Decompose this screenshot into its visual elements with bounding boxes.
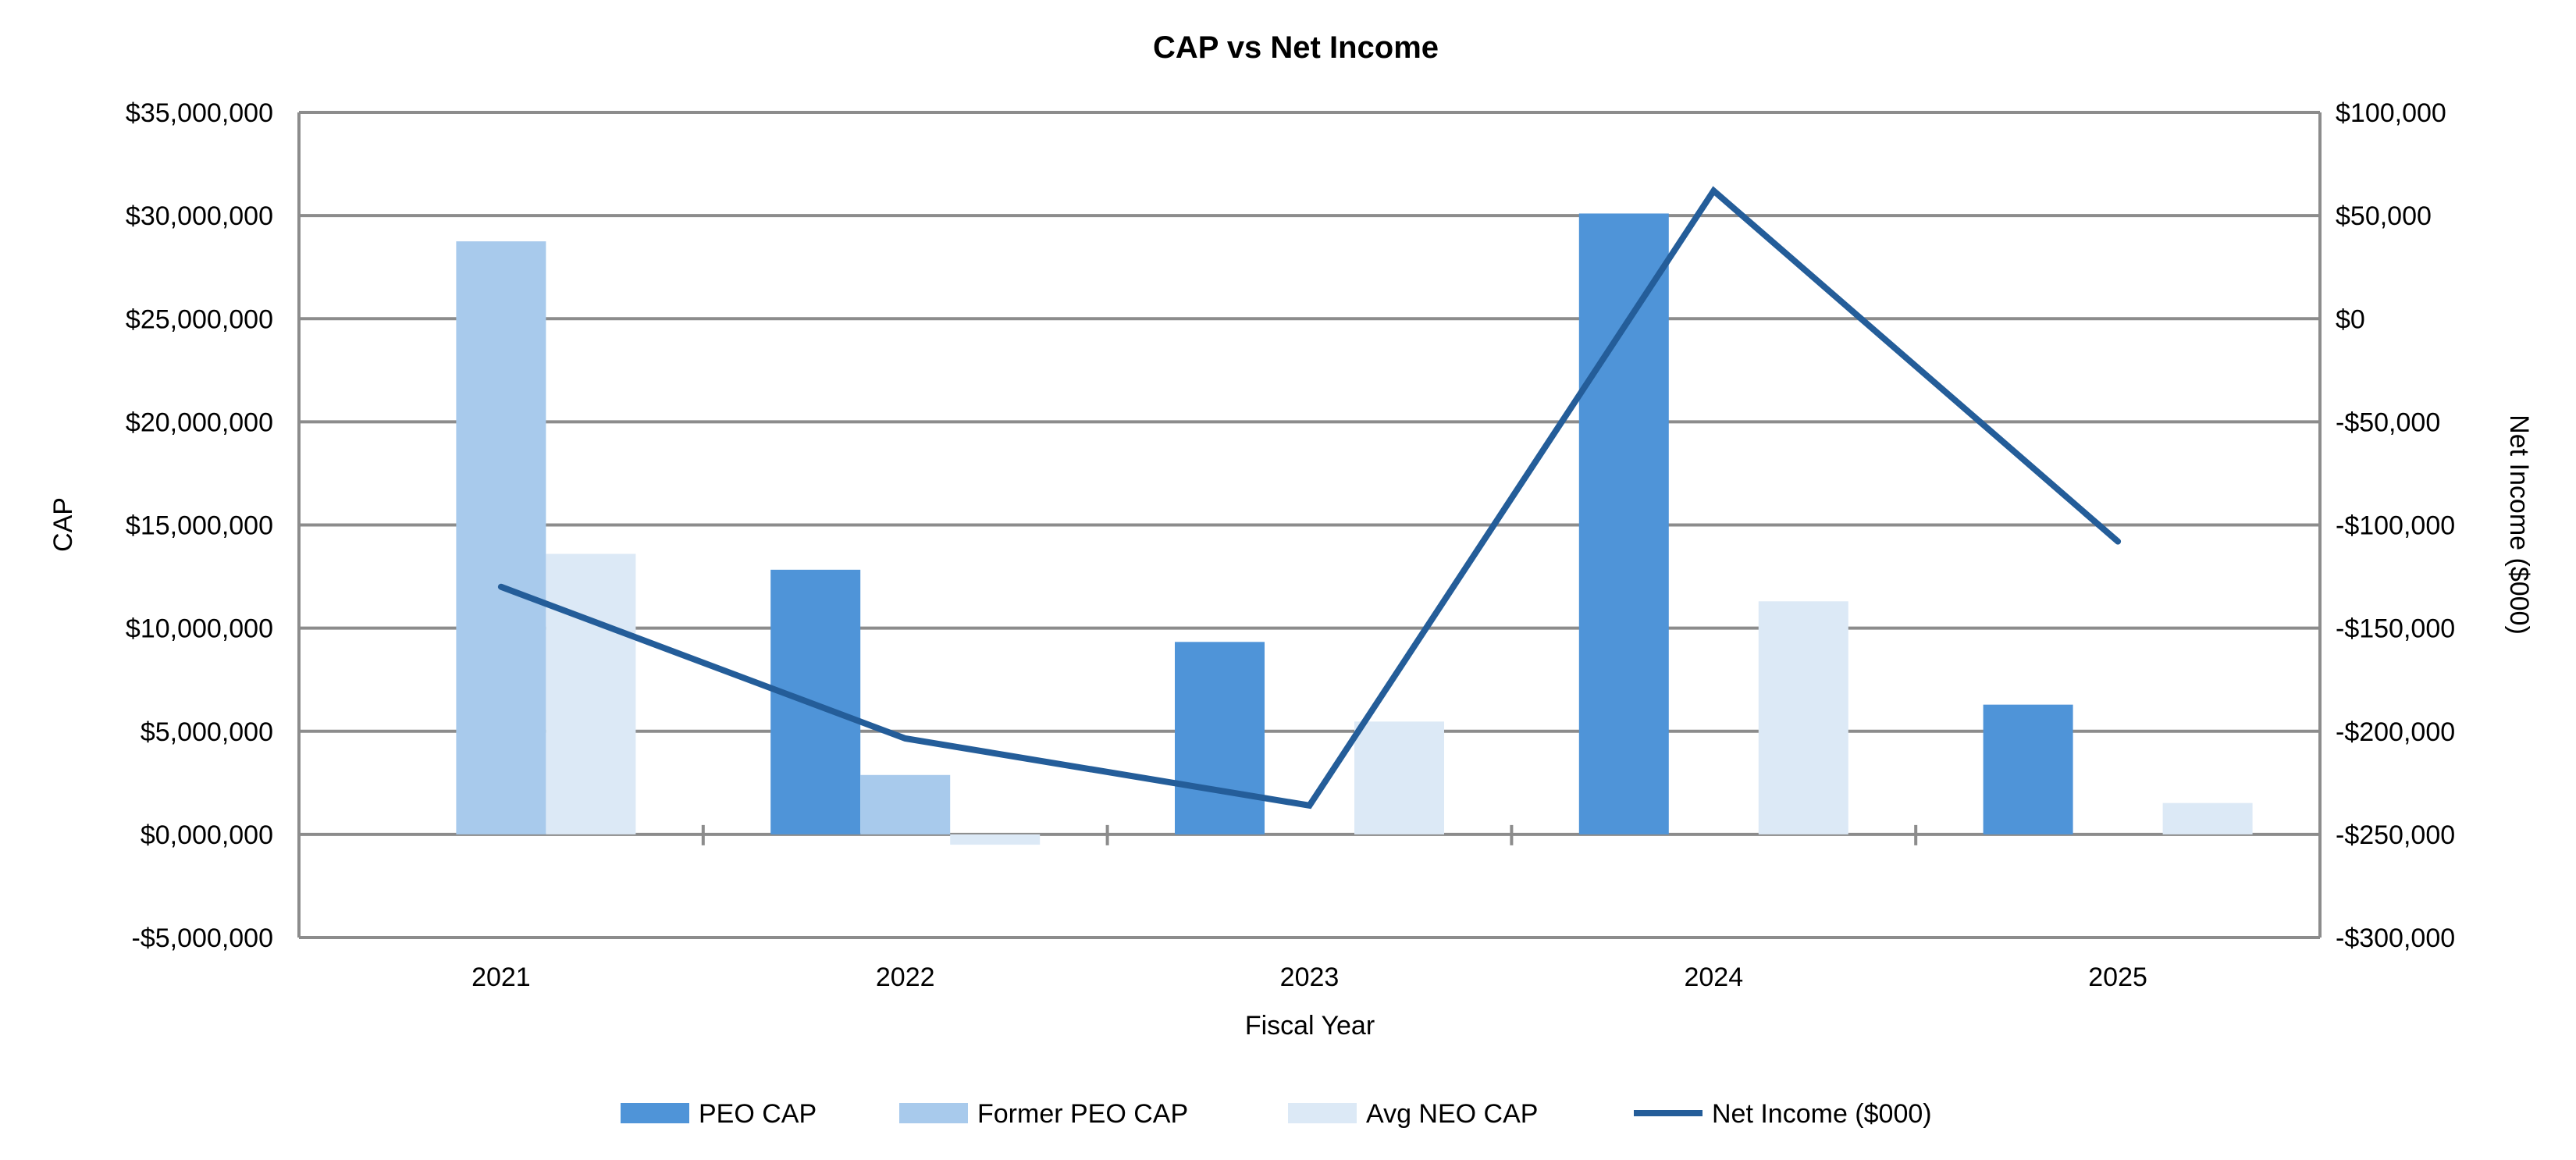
bar-avg-neo-cap-2025 [2162, 802, 2253, 834]
legend-swatch [1288, 1103, 1357, 1123]
y-tick-label: $15,000,000 [126, 511, 273, 541]
legend-swatch [621, 1103, 689, 1123]
y2-tick-label: $50,000 [2336, 201, 2432, 231]
bar-avg-neo-cap-2023 [1354, 721, 1444, 834]
bar-former-peo-cap-2021 [456, 241, 546, 834]
bar-avg-neo-cap-2021 [546, 553, 636, 834]
y-axis-label: CAP [48, 497, 78, 552]
y-tick-label: -$5,000,000 [132, 923, 274, 953]
bar-former-peo-cap-2022 [860, 774, 951, 834]
legend-swatch [899, 1103, 968, 1123]
legend: PEO CAP Former PEO CAP Avg NEO CAP Net Inco… [621, 1099, 1932, 1129]
bar-avg-neo-cap-2024 [1758, 601, 1848, 834]
y2-tick-label: -$50,000 [2336, 407, 2440, 437]
y2-tick-label: -$250,000 [2336, 820, 2455, 850]
chart-title: CAP vs Net Income [1153, 30, 1439, 65]
x-tick-label: 2024 [1684, 963, 1743, 992]
y2-axis-label: Net Income ($000) [2504, 415, 2534, 635]
x-tick-label: 2021 [471, 963, 531, 992]
legend-label: PEO CAP [699, 1099, 817, 1129]
y2-tick-label: $0 [2336, 304, 2365, 334]
legend-label: Former PEO CAP [977, 1099, 1188, 1129]
bar-peo-cap-2024 [1578, 213, 1669, 834]
y-tick-label: $20,000,000 [126, 407, 273, 437]
bar-avg-neo-cap-2022 [950, 834, 1041, 845]
y2-tick-label: $100,000 [2336, 98, 2446, 128]
y-tick-label: $30,000,000 [126, 201, 273, 231]
bar-peo-cap-2023 [1175, 642, 1265, 834]
bar-peo-cap-2025 [1983, 704, 2073, 834]
x-tick-label: 2025 [2088, 963, 2147, 992]
legend-label: Net Income ($000) [1712, 1099, 1932, 1129]
y2-tick-label: -$300,000 [2336, 923, 2455, 953]
y2-tick-label: -$150,000 [2336, 614, 2455, 644]
y-tick-label: $5,000,000 [141, 717, 273, 747]
x-tick-label: 2022 [876, 963, 935, 992]
y2-tick-label: -$100,000 [2336, 511, 2455, 541]
y-tick-label: $10,000,000 [126, 614, 273, 644]
legend-label: Avg NEO CAP [1366, 1099, 1538, 1129]
x-axis-label: Fiscal Year [1245, 1011, 1375, 1041]
net-income-line [497, 186, 2122, 810]
y-tick-label: $0,000,000 [141, 820, 273, 850]
x-tick-label: 2023 [1280, 963, 1340, 992]
y2-tick-label: -$200,000 [2336, 717, 2455, 747]
y-tick-label: $25,000,000 [126, 304, 273, 334]
y-tick-label: $35,000,000 [126, 98, 273, 128]
